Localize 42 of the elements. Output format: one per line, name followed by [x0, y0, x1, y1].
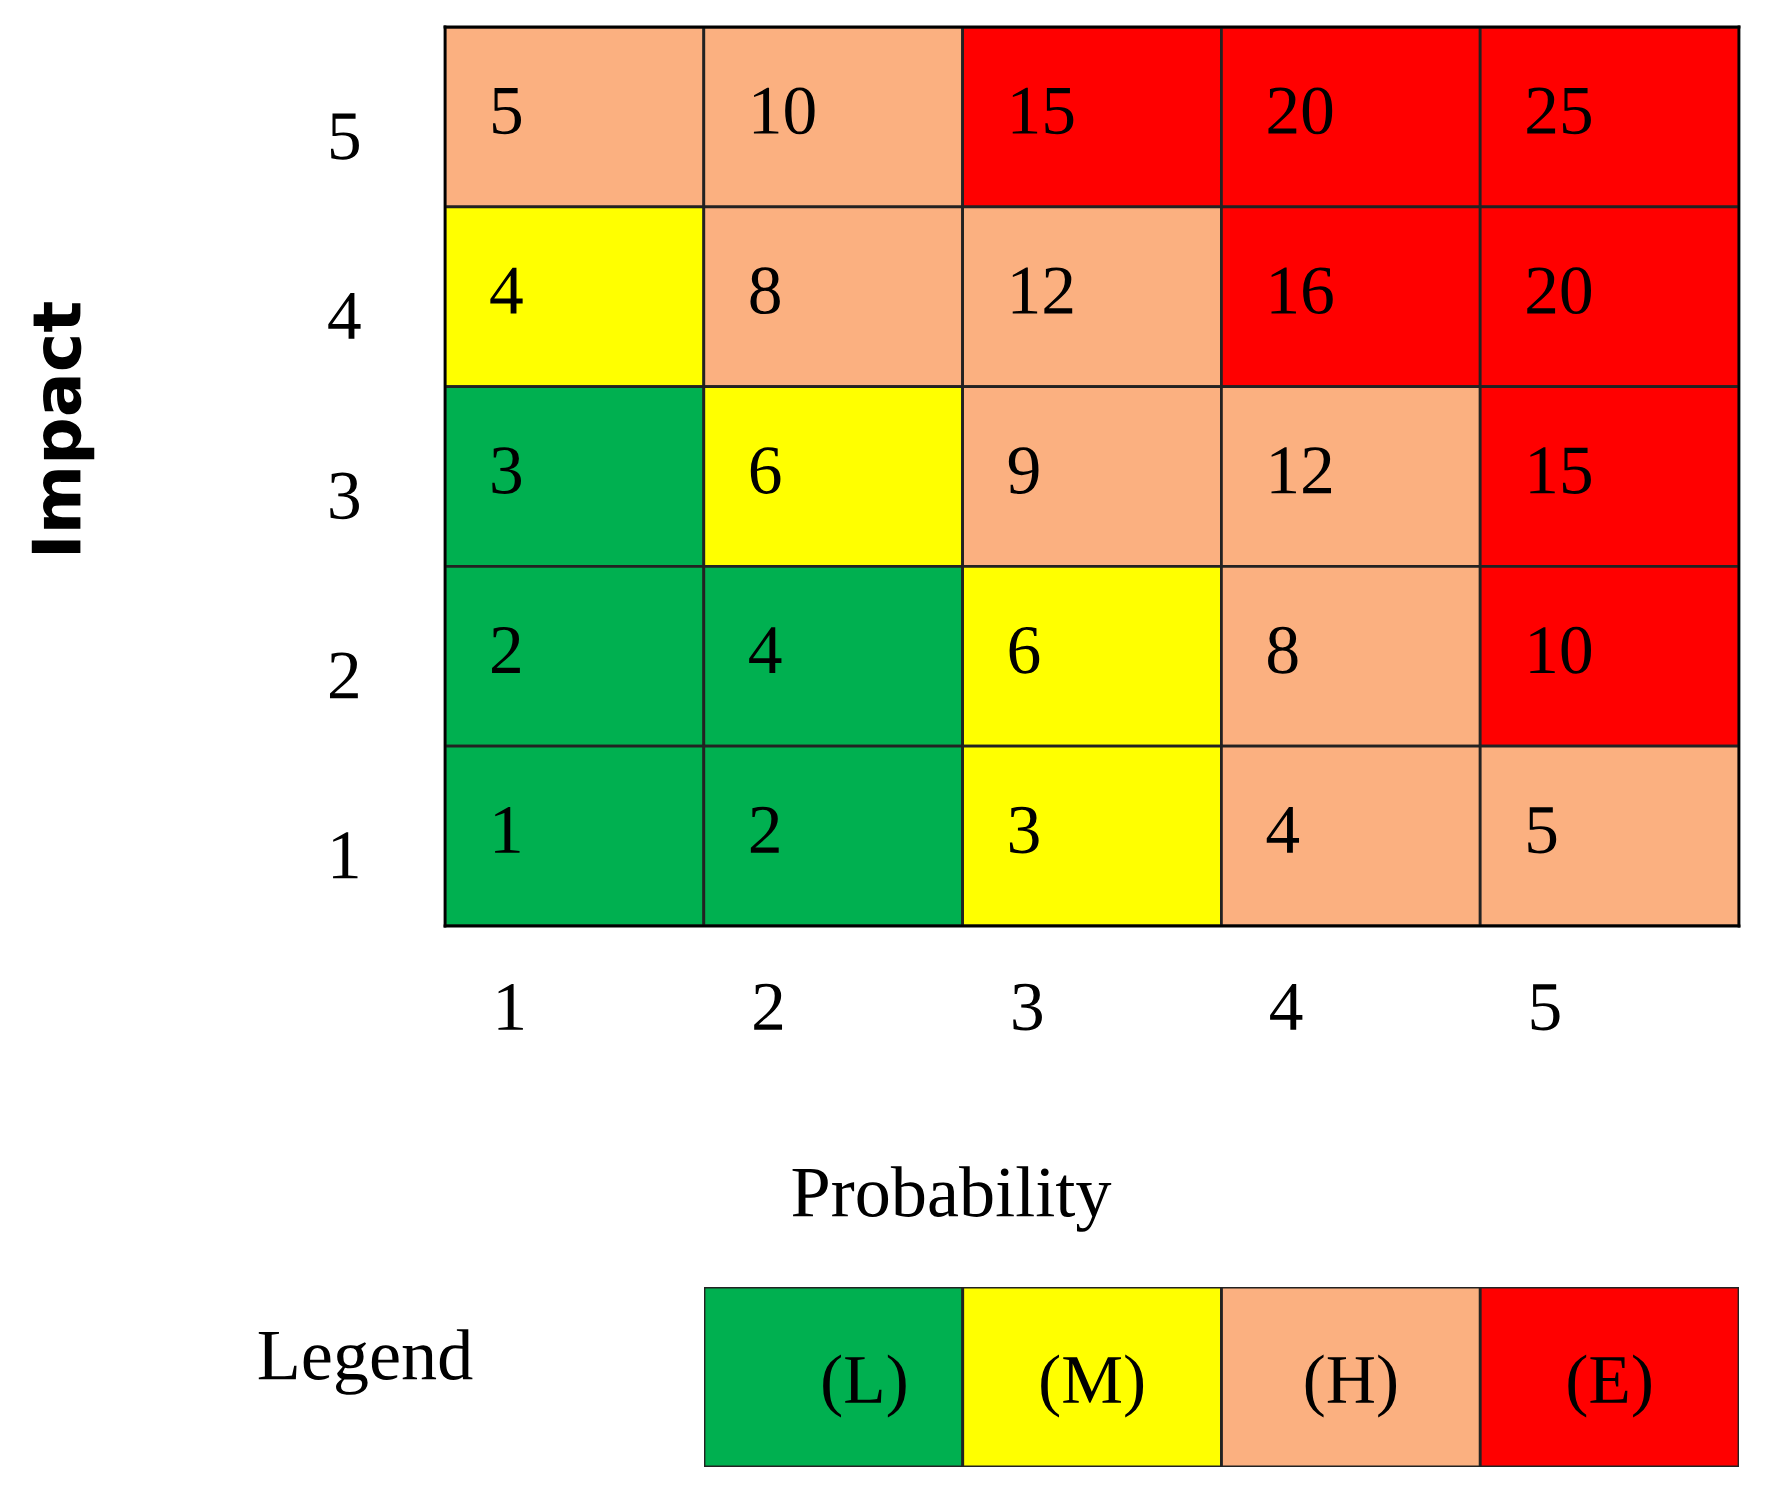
- x-tick-label: 3: [1013, 983, 1042, 1031]
- y-tick-label: 4: [328, 293, 361, 339]
- x-tick-label: 5: [1531, 984, 1560, 1031]
- data-label: 6: [1009, 627, 1040, 674]
- data-label: 2: [750, 806, 779, 853]
- data-label: 10: [1530, 626, 1591, 674]
- data-label: 12: [1012, 267, 1073, 314]
- text: Legend: [258, 1329, 473, 1395]
- category-label: (H): [1305, 1354, 1397, 1418]
- data-label: 20: [1527, 267, 1591, 315]
- data-label: 5: [493, 88, 522, 135]
- x-tick-label: 2: [754, 983, 783, 1030]
- x-tick-label: 4: [1270, 984, 1303, 1030]
- data-label: 1: [495, 806, 520, 853]
- data-label: 2: [492, 627, 520, 673]
- data-label: 4: [490, 267, 523, 314]
- data-label: 5: [1528, 807, 1557, 854]
- data-label: 15: [1012, 87, 1074, 135]
- data-label: 25: [1527, 87, 1591, 135]
- data-label: 8: [750, 267, 780, 315]
- y-axis-title: Impact: [31, 302, 95, 554]
- data-label: 10: [753, 87, 815, 135]
- data-label: 15: [1530, 447, 1591, 494]
- y-tick-label: 1: [333, 832, 358, 879]
- category-label: (L): [823, 1354, 906, 1418]
- category-label: (M): [1041, 1354, 1144, 1418]
- data-label: 12: [1271, 447, 1332, 494]
- data-label: 20: [1268, 87, 1333, 135]
- data-label: 4: [1266, 807, 1300, 853]
- y-tick-label: 5: [330, 113, 359, 160]
- data-label: 3: [492, 447, 522, 494]
- x-tick-label: 1: [498, 983, 523, 1030]
- data-label: 8: [1268, 626, 1298, 674]
- data-label: 9: [1008, 447, 1039, 494]
- data-label: 4: [749, 627, 782, 673]
- y-tick-label: 2: [329, 652, 358, 699]
- category-label: (E): [1568, 1354, 1651, 1418]
- y-tick-label: 3: [330, 472, 359, 520]
- x-axis-title: Probability: [792, 1166, 1112, 1232]
- data-label: 3: [1009, 806, 1039, 854]
- data-label: 6: [750, 447, 781, 494]
- data-label: 16: [1271, 267, 1333, 315]
